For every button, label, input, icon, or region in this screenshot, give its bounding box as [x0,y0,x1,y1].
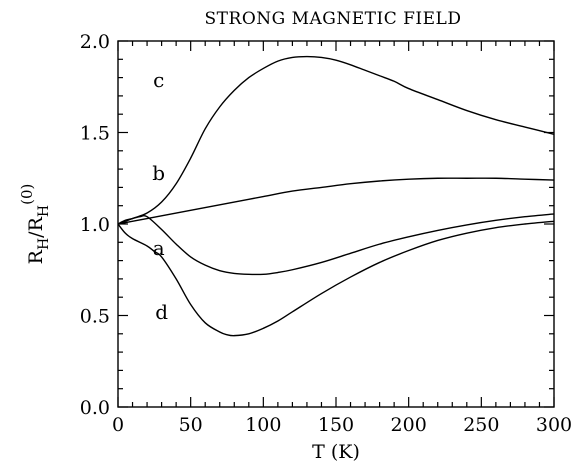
y-label-r1: R [25,249,47,264]
series-label-d: d [155,300,168,324]
plot-frame [117,40,555,408]
y-tick-label: 1.5 [80,123,110,145]
series-label-b: b [152,161,165,185]
axis-ticks [117,40,555,408]
y-axis-label: RH/RH(0) [18,184,52,265]
y-label-r2: R [25,216,47,231]
x-axis-label: T (K) [312,441,360,463]
y-label-sup: (0) [18,184,36,205]
x-tick-label: 150 [318,414,354,436]
x-tick-label: 250 [463,414,499,436]
axis-tick-labels: 0 50 100 150 200 250 300 0.0 0.5 1.0 1.5 2.0 [80,31,572,436]
y-label-slash: / [25,231,47,238]
x-tick-label: 0 [112,414,124,436]
svg-text:RH/RH(0): RH/RH(0) [18,184,52,265]
series-label-a: a [153,236,165,260]
series-line-d [117,220,555,337]
x-tick-label: 50 [179,414,203,436]
chart-title: STRONG MAGNETIC FIELD [205,9,462,29]
data-series [117,55,555,337]
y-tick-label: 0.5 [80,306,110,328]
x-tick-label: 100 [245,414,281,436]
series-labels: c b a d [152,68,168,324]
y-label-sub1: H [36,238,52,250]
y-tick-label: 0.0 [80,397,110,419]
y-tick-label: 2.0 [80,31,110,53]
series-line-a [117,213,555,276]
x-tick-label: 300 [536,414,572,436]
y-tick-label: 1.0 [80,214,110,236]
series-line-c [117,55,555,225]
series-line-b [117,177,555,225]
series-label-c: c [153,68,164,92]
y-label-sub2: H [36,205,52,217]
x-tick-label: 200 [391,414,427,436]
